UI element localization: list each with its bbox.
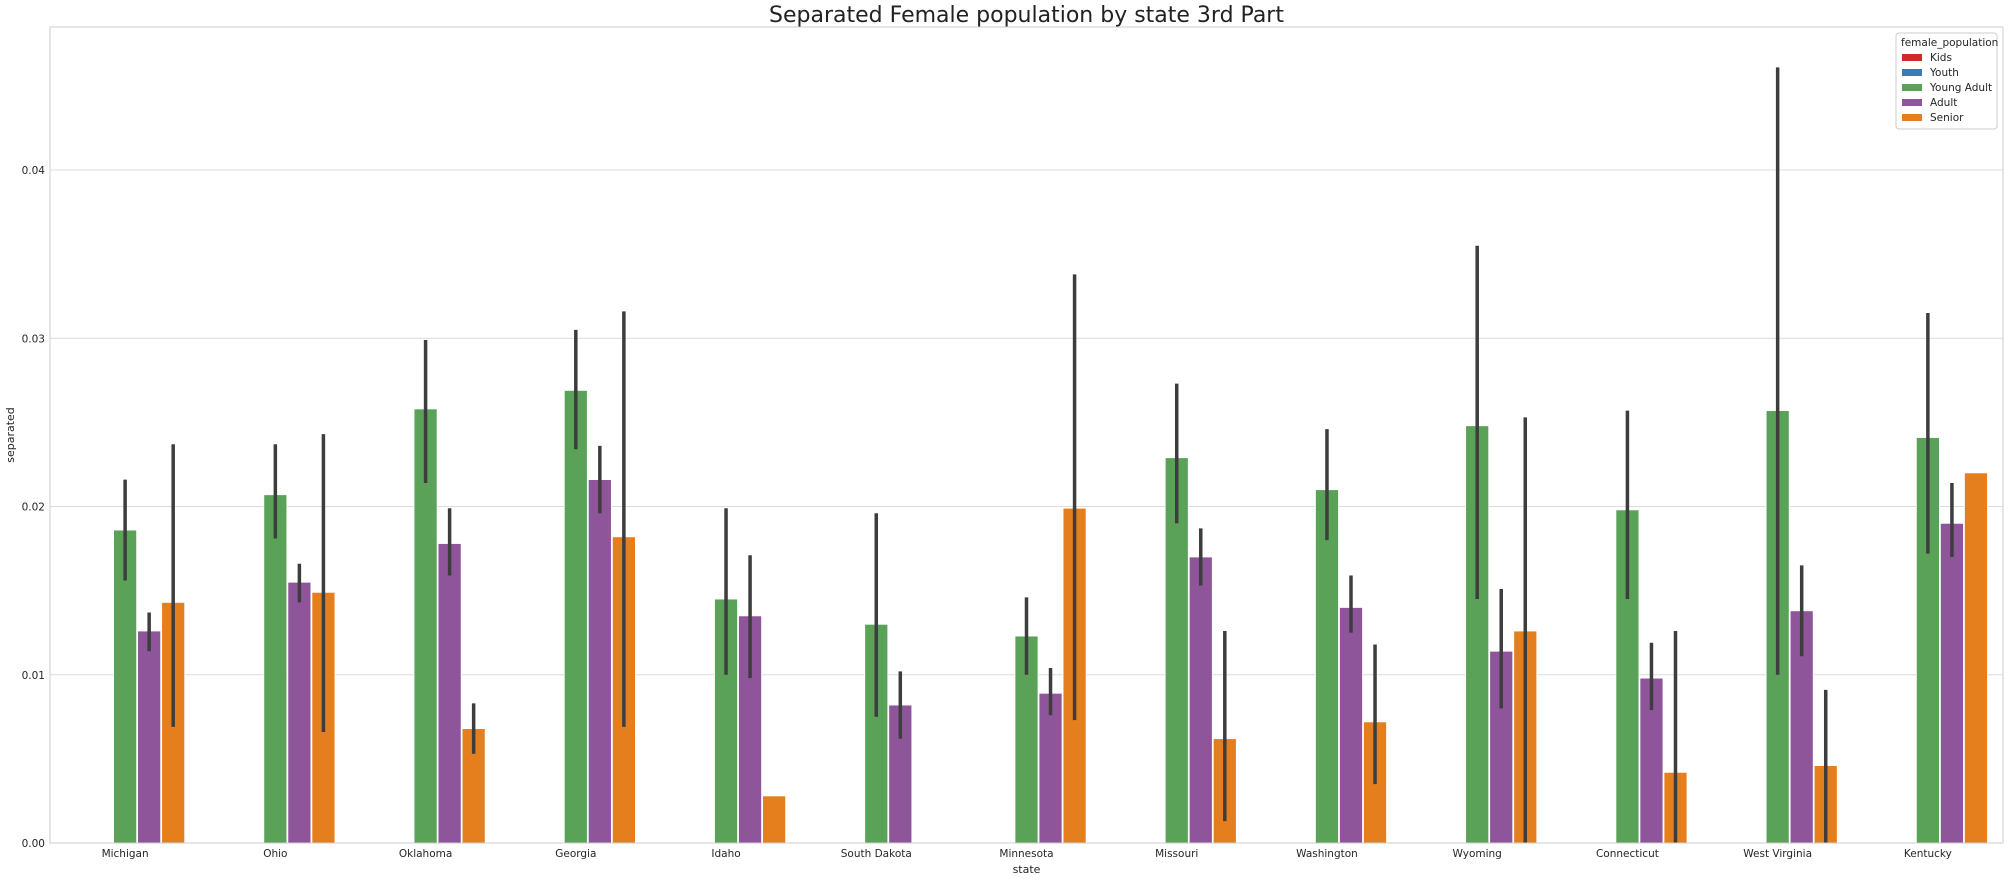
y-tick-label: 0.01	[22, 670, 45, 682]
legend-swatch	[1902, 99, 1922, 106]
bar	[1940, 522, 1964, 844]
bar	[1038, 692, 1063, 844]
bar	[1339, 607, 1363, 844]
bar	[1964, 472, 1988, 844]
x-tick-label: Kentucky	[1904, 848, 1952, 860]
legend-label: Adult	[1930, 97, 1957, 109]
x-tick-label: Wyoming	[1453, 848, 1502, 860]
bar	[1315, 489, 1339, 844]
legend-swatch	[1902, 69, 1922, 76]
x-tick-label: Michigan	[102, 848, 149, 860]
x-axis-label: state	[1013, 863, 1041, 876]
legend-items: Kids Youth Young Adult Adult Senior	[1902, 52, 1992, 124]
x-tick-label: Missouri	[1155, 848, 1198, 860]
bar	[437, 543, 462, 844]
y-tick-label: 0.02	[22, 502, 45, 514]
bars	[113, 390, 1988, 844]
error-bars	[123, 67, 1954, 843]
x-tick-label: Oklahoma	[399, 848, 452, 860]
bar	[587, 479, 612, 844]
legend-swatch	[1902, 84, 1922, 91]
y-tick-label: 0.00	[22, 838, 45, 850]
bar	[137, 630, 162, 844]
x-tick-label: Minnesota	[999, 848, 1053, 860]
x-tick-label: Connecticut	[1596, 848, 1659, 860]
x-tick-label: West Virginia	[1743, 848, 1812, 860]
bar	[1188, 556, 1213, 844]
legend-swatch	[1902, 54, 1922, 61]
plot-frame	[49, 26, 2004, 844]
bar	[263, 494, 288, 844]
x-axis-ticks: Michigan Ohio Oklahoma Georgia Idaho South Da…	[102, 848, 1952, 860]
legend: female_population Kids Youth Young Adult Ad…	[1895, 32, 1998, 130]
legend-label: Senior	[1930, 112, 1964, 124]
legend-title: female_population	[1901, 37, 1998, 49]
y-tick-label: 0.04	[22, 165, 46, 177]
x-tick-label: Ohio	[263, 848, 287, 860]
legend-swatch	[1902, 114, 1922, 121]
bar	[762, 795, 787, 844]
x-tick-label: Idaho	[711, 848, 740, 860]
chart-title: Separated Female population by state 3rd…	[769, 3, 1284, 28]
bar	[287, 581, 312, 844]
legend-label: Kids	[1930, 52, 1952, 64]
x-tick-label: Washington	[1296, 848, 1358, 860]
y-tick-label: 0.03	[22, 333, 45, 345]
x-tick-label: South Dakota	[841, 848, 912, 860]
legend-label: Youth	[1929, 67, 1959, 79]
bar	[563, 390, 588, 844]
legend-label: Young Adult	[1929, 82, 1992, 94]
y-axis-ticks: 0.00 0.01 0.02 0.03 0.04	[22, 165, 46, 850]
y-axis-label: separated	[4, 407, 17, 463]
x-tick-label: Georgia	[555, 848, 596, 860]
